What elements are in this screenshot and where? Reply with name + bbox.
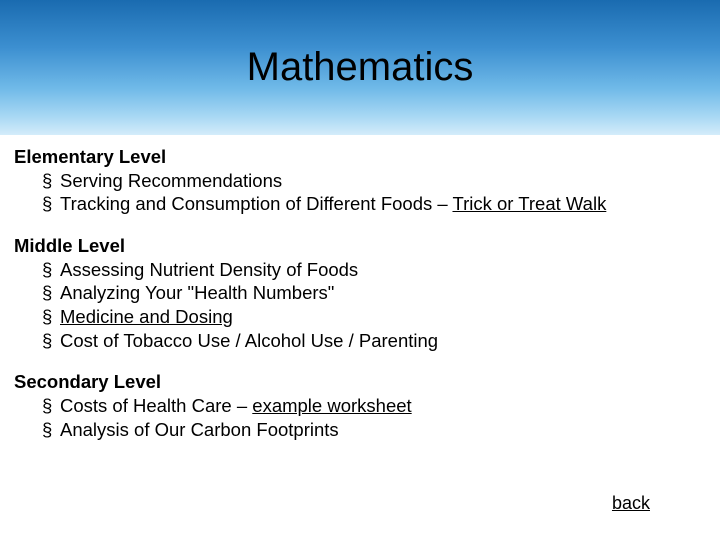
- section-elementary: Elementary Level Serving Recommendations…: [14, 145, 706, 216]
- section-heading: Elementary Level: [14, 145, 706, 169]
- list-item: Tracking and Consumption of Different Fo…: [42, 192, 706, 216]
- section-heading: Middle Level: [14, 234, 706, 258]
- bullet-list: Serving Recommendations Tracking and Con…: [14, 169, 706, 216]
- header-band: Mathematics: [0, 0, 720, 135]
- item-link[interactable]: Medicine and Dosing: [60, 306, 233, 327]
- back-link[interactable]: back: [612, 493, 650, 514]
- section-middle: Middle Level Assessing Nutrient Density …: [14, 234, 706, 352]
- item-link[interactable]: example worksheet: [252, 395, 411, 416]
- list-item: Assessing Nutrient Density of Foods: [42, 258, 706, 282]
- list-item: Serving Recommendations: [42, 169, 706, 193]
- item-text: Serving Recommendations: [60, 170, 282, 191]
- item-link[interactable]: Trick or Treat Walk: [452, 193, 606, 214]
- list-item: Costs of Health Care – example worksheet: [42, 394, 706, 418]
- list-item: Analysis of Our Carbon Footprints: [42, 418, 706, 442]
- item-text: Tracking and Consumption of Different Fo…: [60, 193, 452, 214]
- section-secondary: Secondary Level Costs of Health Care – e…: [14, 370, 706, 441]
- item-text: Costs of Health Care –: [60, 395, 252, 416]
- list-item: Analyzing Your "Health Numbers": [42, 281, 706, 305]
- item-text: Analysis of Our Carbon Footprints: [60, 419, 339, 440]
- bullet-list: Assessing Nutrient Density of Foods Anal…: [14, 258, 706, 353]
- list-item: Medicine and Dosing: [42, 305, 706, 329]
- content-area: Elementary Level Serving Recommendations…: [14, 145, 706, 459]
- item-text: Analyzing Your "Health Numbers": [60, 282, 334, 303]
- section-heading: Secondary Level: [14, 370, 706, 394]
- item-text: Assessing Nutrient Density of Foods: [60, 259, 358, 280]
- bullet-list: Costs of Health Care – example worksheet…: [14, 394, 706, 441]
- list-item: Cost of Tobacco Use / Alcohol Use / Pare…: [42, 329, 706, 353]
- page-title: Mathematics: [247, 45, 474, 90]
- item-text: Cost of Tobacco Use / Alcohol Use / Pare…: [60, 330, 438, 351]
